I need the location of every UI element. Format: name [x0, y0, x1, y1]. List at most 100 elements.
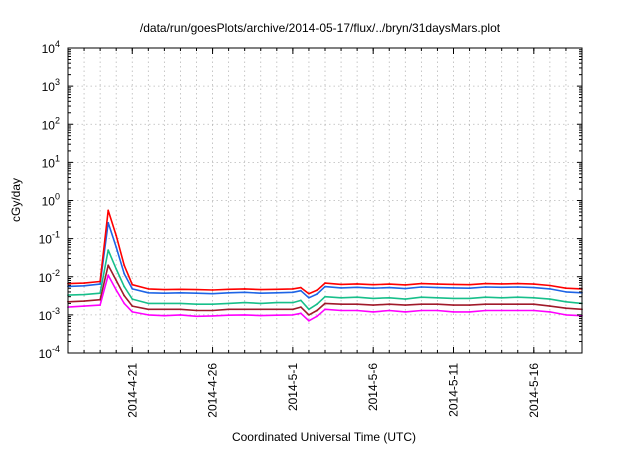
data-point	[179, 291, 182, 294]
data-point	[532, 286, 535, 289]
data-point	[107, 221, 110, 224]
data-point	[372, 287, 375, 290]
data-point	[372, 297, 375, 300]
data-point	[131, 311, 134, 313]
data-point	[388, 309, 391, 312]
data-point	[99, 292, 101, 295]
data-point	[549, 288, 551, 290]
data-point	[452, 283, 455, 286]
data-point	[549, 305, 551, 307]
data-point	[83, 300, 85, 302]
data-point	[356, 309, 358, 312]
x-axis-label: Coordinated Universal Time (UTC)	[232, 430, 416, 444]
series-line-1	[67, 209, 583, 295]
data-point	[275, 291, 278, 294]
data-point	[227, 314, 230, 317]
data-point	[468, 311, 471, 313]
data-point	[292, 288, 294, 290]
data-point	[565, 291, 567, 293]
data-point	[83, 284, 85, 287]
data-point	[372, 283, 375, 286]
data-point	[436, 286, 439, 289]
data-point	[516, 286, 519, 288]
data-point	[549, 298, 551, 300]
data-point	[436, 309, 439, 312]
x-tick-label: 2014-5-1	[286, 363, 300, 411]
data-point	[500, 283, 503, 285]
data-point	[123, 302, 126, 305]
y-tick-label: 103	[42, 77, 60, 94]
y-tick-label: 10-2	[39, 268, 60, 285]
data-point	[243, 291, 246, 294]
data-point	[436, 296, 439, 299]
data-point	[324, 282, 326, 284]
data-point	[292, 291, 294, 294]
data-point	[356, 303, 358, 306]
data-point	[532, 296, 535, 299]
data-point	[324, 308, 326, 311]
data-point	[115, 246, 118, 249]
data-point	[484, 282, 487, 285]
data-point	[565, 287, 567, 290]
data-point	[275, 301, 278, 304]
data-point	[227, 308, 230, 311]
data-point	[468, 283, 471, 286]
series-line-4	[67, 264, 583, 316]
data-point	[115, 268, 118, 270]
data-point	[324, 295, 326, 298]
data-point	[516, 303, 519, 306]
data-point	[404, 311, 407, 313]
gridlines	[68, 48, 582, 353]
data-point	[259, 302, 262, 305]
data-point	[275, 314, 278, 317]
data-point	[452, 304, 455, 306]
data-point	[532, 283, 535, 285]
data-point	[340, 296, 342, 299]
data-point	[340, 287, 342, 289]
data-point	[356, 283, 358, 285]
data-point	[388, 283, 391, 285]
data-point	[99, 283, 101, 285]
data-point	[147, 302, 150, 305]
data-point	[308, 292, 310, 295]
data-point	[107, 264, 110, 267]
data-point	[243, 301, 246, 304]
data-point	[308, 308, 310, 311]
data-point	[468, 297, 471, 300]
y-tick-label: 102	[42, 115, 60, 132]
data-point	[308, 296, 310, 299]
y-axis-label: cGy/day	[9, 178, 23, 222]
data-point	[300, 306, 302, 308]
data-point	[404, 287, 407, 290]
data-point	[211, 289, 214, 291]
data-point	[436, 303, 439, 306]
data-point	[484, 309, 487, 312]
data-point	[123, 285, 126, 288]
data-point	[123, 264, 126, 267]
x-tick-label: 2014-5-6	[366, 363, 380, 411]
data-point	[107, 249, 110, 252]
data-point	[211, 309, 214, 312]
data-point	[420, 303, 423, 306]
data-point	[324, 285, 326, 288]
data-point	[163, 292, 166, 295]
data-point	[227, 288, 230, 291]
data-point	[179, 314, 182, 316]
data-point	[83, 305, 85, 307]
data-point	[123, 294, 126, 297]
data-point	[147, 314, 150, 316]
data-point	[195, 288, 198, 291]
data-point	[131, 288, 134, 290]
data-point	[388, 286, 391, 289]
data-point	[516, 296, 519, 299]
x-tick-label: 2014-5-11	[447, 363, 461, 417]
data-point	[356, 286, 358, 289]
data-point	[179, 288, 182, 291]
data-point	[163, 308, 166, 311]
data-point	[316, 289, 318, 292]
data-point	[195, 315, 198, 318]
data-point	[452, 311, 455, 313]
data-point	[259, 314, 262, 317]
data-point	[147, 288, 150, 290]
